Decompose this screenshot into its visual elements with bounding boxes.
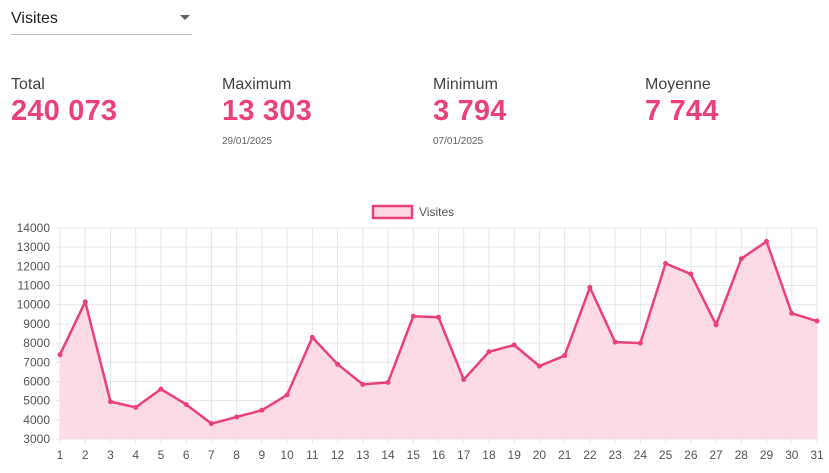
stat-maximum-value: 13 303 xyxy=(222,95,312,127)
series-points xyxy=(57,238,820,427)
x-tick-label: 4 xyxy=(132,448,139,462)
y-tick-label: 8000 xyxy=(23,336,50,350)
data-point[interactable] xyxy=(486,349,492,355)
data-point[interactable] xyxy=(335,361,341,367)
x-tick-label: 27 xyxy=(709,448,723,462)
y-tick-label: 5000 xyxy=(23,394,50,408)
stat-average: Moyenne 7 744 xyxy=(645,76,719,128)
data-point[interactable] xyxy=(789,310,795,316)
x-tick-label: 21 xyxy=(558,448,572,462)
x-tick-label: 1 xyxy=(57,448,64,462)
y-axis-labels: 14000 13000 12000 11000 10000 9000 8000 7000 600… xyxy=(17,221,51,446)
x-tick-label: 26 xyxy=(684,448,698,462)
stat-maximum: Maximum 13 303 29/01/2025 xyxy=(222,76,312,147)
x-tick-label: 31 xyxy=(810,448,824,462)
stat-minimum-value: 3 794 xyxy=(433,95,507,127)
x-tick-label: 20 xyxy=(533,448,547,462)
data-point[interactable] xyxy=(587,284,593,290)
chevron-down-icon[interactable] xyxy=(180,15,190,20)
x-tick-label: 25 xyxy=(659,448,673,462)
metric-select-value: Visites xyxy=(11,10,58,27)
legend-swatch[interactable] xyxy=(371,204,414,220)
data-point[interactable] xyxy=(688,271,694,277)
data-point[interactable] xyxy=(410,313,416,319)
data-point[interactable] xyxy=(713,322,719,328)
data-point[interactable] xyxy=(284,392,290,398)
chart-legend[interactable]: Visites xyxy=(371,204,454,220)
stat-minimum-date: 07/01/2025 xyxy=(433,136,484,147)
stat-maximum-date: 29/01/2025 xyxy=(222,136,273,147)
data-point[interactable] xyxy=(461,377,467,383)
data-point[interactable] xyxy=(107,399,113,405)
x-tick-label: 11 xyxy=(306,448,319,462)
stat-minimum: Minimum 3 794 07/01/2025 xyxy=(433,76,507,147)
x-tick-label: 30 xyxy=(785,448,799,462)
data-point[interactable] xyxy=(663,260,669,266)
y-tick-label: 10000 xyxy=(17,298,51,312)
stat-total-value: 240 073 xyxy=(11,95,118,127)
data-point[interactable] xyxy=(562,353,568,359)
y-tick-label: 4000 xyxy=(23,413,50,427)
data-point[interactable] xyxy=(208,421,214,427)
data-point[interactable] xyxy=(738,256,744,262)
stat-average-value: 7 744 xyxy=(645,95,719,127)
x-tick-label: 8 xyxy=(233,448,240,462)
data-point[interactable] xyxy=(764,238,770,244)
data-point[interactable] xyxy=(536,363,542,369)
x-tick-label: 6 xyxy=(183,448,190,462)
y-tick-label: 3000 xyxy=(23,432,50,446)
y-tick-label: 13000 xyxy=(17,240,51,254)
x-tick-label: 16 xyxy=(432,448,446,462)
y-tick-label: 6000 xyxy=(23,374,50,388)
visits-chart: 1400013000120001100010000900080007000600… xyxy=(17,204,824,462)
x-tick-label: 7 xyxy=(208,448,215,462)
x-tick-label: 12 xyxy=(331,448,345,462)
y-tick-label: 14000 xyxy=(17,221,51,235)
x-tick-label: 23 xyxy=(608,448,622,462)
x-tick-label: 24 xyxy=(634,448,648,462)
data-point[interactable] xyxy=(82,299,88,305)
data-point[interactable] xyxy=(57,352,63,358)
stat-minimum-label: Minimum xyxy=(433,76,498,93)
stat-average-label: Moyenne xyxy=(645,76,711,93)
data-point[interactable] xyxy=(234,414,240,420)
x-tick-label: 18 xyxy=(482,448,496,462)
x-tick-label: 10 xyxy=(280,448,294,462)
x-tick-label: 13 xyxy=(356,448,370,462)
x-tick-label: 15 xyxy=(407,448,421,462)
data-point[interactable] xyxy=(360,381,366,387)
data-point[interactable] xyxy=(133,404,139,410)
data-point[interactable] xyxy=(158,386,164,392)
metric-select[interactable]: Visites xyxy=(11,2,192,35)
x-tick-label: 19 xyxy=(508,448,522,462)
y-tick-label: 11000 xyxy=(18,279,51,293)
data-point[interactable] xyxy=(385,379,391,385)
y-tick-label: 9000 xyxy=(23,317,50,331)
x-axis-labels: 1 2 3 4 5 6 7 8 9 10 11 12 13 14 15 16 17 18 19 20 21 22 23 24 2… xyxy=(57,448,824,462)
data-point[interactable] xyxy=(183,401,189,407)
y-tick-label: 12000 xyxy=(17,259,51,273)
x-tick-label: 28 xyxy=(735,448,749,462)
y-tick-label: 7000 xyxy=(23,355,50,369)
data-point[interactable] xyxy=(259,407,265,413)
x-tick-label: 29 xyxy=(760,448,774,462)
data-point[interactable] xyxy=(637,340,643,346)
x-tick-label: 5 xyxy=(158,448,165,462)
data-point[interactable] xyxy=(309,334,315,340)
stat-maximum-label: Maximum xyxy=(222,76,292,93)
data-point[interactable] xyxy=(511,342,517,348)
x-tick-label: 17 xyxy=(457,448,471,462)
data-point[interactable] xyxy=(814,318,820,324)
x-tick-label: 3 xyxy=(107,448,114,462)
x-tick-label: 9 xyxy=(259,448,266,462)
stat-total: Total 240 073 xyxy=(11,76,117,128)
stat-total-label: Total xyxy=(11,76,45,93)
x-tick-label: 14 xyxy=(381,448,395,462)
data-point[interactable] xyxy=(612,339,618,345)
x-tick-label: 2 xyxy=(82,448,89,462)
x-tick-label: 22 xyxy=(583,448,597,462)
legend-label[interactable]: Visites xyxy=(419,205,454,219)
data-point[interactable] xyxy=(436,314,441,320)
series-area xyxy=(60,241,817,439)
